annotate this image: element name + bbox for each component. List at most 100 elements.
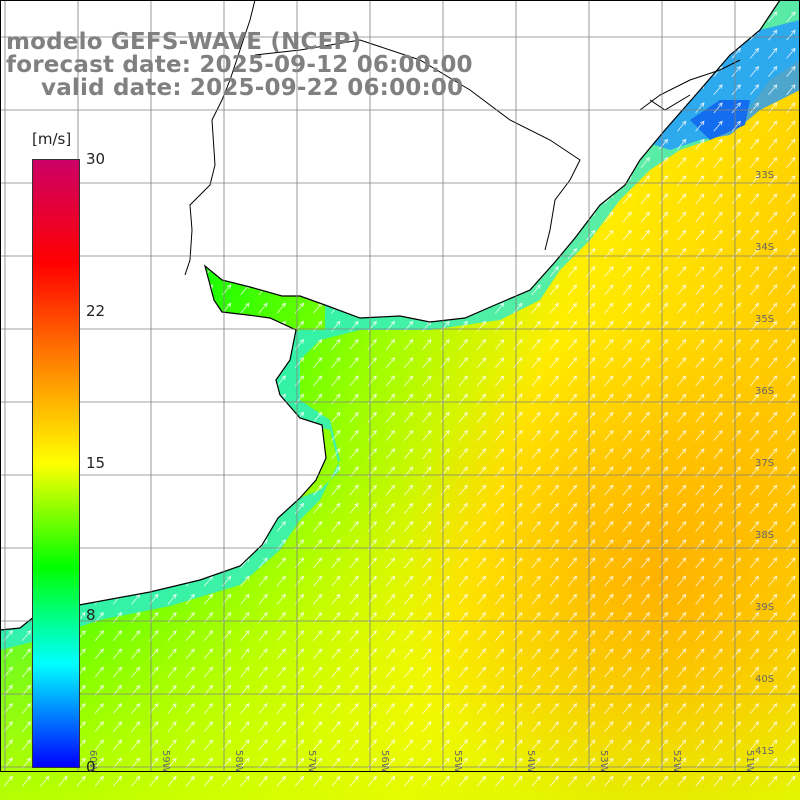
wind-arrow [695, 703, 705, 714]
wind-arrow [203, 302, 214, 314]
wind-arrow [404, 375, 414, 387]
wind-arrow [513, 775, 523, 787]
wind-arrow [677, 630, 687, 642]
wind-arrow [549, 320, 559, 332]
wind-arrow [131, 266, 141, 278]
wind-arrow [404, 666, 414, 678]
wind-arrow [258, 102, 268, 114]
wind-arrow [677, 721, 687, 733]
wind-arrow [258, 120, 268, 132]
wind-arrow [94, 521, 104, 532]
wind-arrow [404, 157, 414, 168]
wind-arrow [404, 430, 414, 441]
wind-arrow [567, 248, 578, 259]
wind-arrow [294, 593, 305, 605]
wind-arrow [294, 339, 305, 350]
wind-arrow [749, 739, 760, 751]
wind-arrow [567, 193, 578, 205]
wind-arrow [622, 648, 632, 660]
wind-arrow [404, 721, 414, 733]
wind-arrow [240, 248, 250, 259]
wind-arrow [167, 466, 177, 478]
wind-arrow [404, 575, 414, 587]
wind-arrow [276, 375, 286, 387]
wind-arrow [458, 557, 468, 569]
wind-arrow [786, 193, 796, 205]
wind-arrow [586, 557, 596, 569]
wind-arrow [367, 557, 377, 569]
wind-arrow [476, 120, 487, 132]
wind-arrow [677, 375, 687, 387]
wind-arrow [294, 484, 305, 496]
wind-arrow [677, 484, 687, 496]
wind-arrow [713, 557, 723, 569]
wind-arrow [458, 138, 468, 150]
wind-arrow [203, 102, 214, 114]
wind-arrow [240, 466, 250, 478]
wind-arrow [495, 193, 505, 205]
wind-arrow [531, 193, 541, 205]
wind-arrow [731, 11, 741, 23]
wind-arrow [422, 157, 432, 168]
wind-arrow [531, 648, 541, 660]
wind-arrow [367, 175, 377, 187]
wind-arrow [604, 721, 614, 733]
wind-arrow [276, 521, 286, 532]
wind-arrow [440, 138, 450, 150]
wind-arrow [695, 739, 705, 751]
wind-arrow [349, 430, 359, 441]
wind-arrow [94, 648, 104, 660]
lon-label: 59W [160, 750, 171, 773]
wind-arrow [476, 193, 487, 205]
wind-arrow [458, 775, 468, 787]
wind-arrow [749, 757, 760, 769]
wind-arrow [21, 703, 32, 714]
wind-arrow [458, 229, 468, 241]
wind-arrow [731, 430, 741, 441]
wind-arrow [586, 320, 596, 332]
wind-arrow [203, 138, 214, 150]
wind-arrow [677, 648, 687, 660]
wind-arrow [476, 157, 487, 168]
wind-arrow [185, 521, 195, 532]
wind-arrow [112, 11, 123, 23]
wind-arrow [185, 484, 195, 496]
wind-arrow [258, 411, 268, 423]
wind-arrow [294, 266, 305, 278]
wind-arrow [313, 630, 323, 642]
wind-arrow [531, 302, 541, 314]
wind-arrow [349, 775, 359, 787]
wind-arrow [94, 211, 104, 223]
wind-arrow [567, 266, 578, 278]
wind-arrow [567, 593, 578, 605]
wind-arrow [586, 430, 596, 441]
wind-arrow [294, 248, 305, 259]
wind-arrow [495, 393, 505, 405]
wind-arrow [349, 193, 359, 205]
wind-arrow [640, 757, 650, 769]
wind-arrow [695, 630, 705, 642]
wind-arrow [658, 575, 669, 587]
wind-arrow [367, 248, 377, 259]
wind-arrow [240, 521, 250, 532]
wind-arrow [21, 521, 32, 532]
wind-arrow [404, 521, 414, 532]
wind-arrow [713, 11, 723, 23]
wind-arrow [240, 266, 250, 278]
wind-arrow [586, 703, 596, 714]
wind-arrow [549, 66, 559, 77]
wind-arrow [313, 575, 323, 587]
wind-arrow [567, 47, 578, 59]
wind-arrow [531, 84, 541, 96]
lon-label: 53W [598, 750, 609, 773]
wind-arrow [604, 102, 614, 114]
wind-arrow [240, 630, 250, 642]
wind-arrow [294, 575, 305, 587]
wind-arrow [567, 630, 578, 642]
wind-arrow [731, 775, 741, 787]
wind-arrow [677, 138, 687, 150]
wind-arrow [458, 521, 468, 532]
wind-arrow [495, 138, 505, 150]
wind-arrow [622, 66, 632, 77]
wind-arrow [258, 775, 268, 787]
